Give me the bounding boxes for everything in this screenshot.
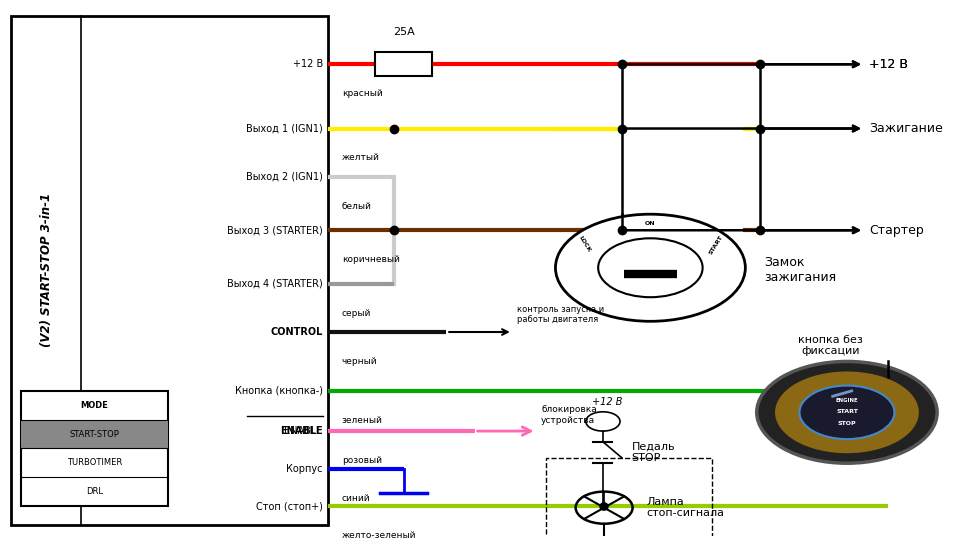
Text: желто-зеленый: желто-зеленый — [342, 531, 417, 540]
Text: MODE: MODE — [81, 401, 108, 410]
Circle shape — [776, 372, 918, 453]
Text: желтый: желтый — [342, 153, 380, 163]
Text: Замок
зажигания: Замок зажигания — [764, 256, 836, 285]
Text: +12 В: +12 В — [869, 58, 908, 71]
Text: розовый: розовый — [342, 456, 382, 465]
Text: +12 В: +12 В — [869, 58, 908, 71]
Text: коричневый: коричневый — [342, 255, 399, 264]
Text: серый: серый — [342, 309, 372, 318]
Text: синий: синий — [342, 494, 371, 503]
Text: (V2) START-STOP 3-in-1: (V2) START-STOP 3-in-1 — [39, 193, 53, 348]
Text: STOP: STOP — [838, 421, 856, 426]
Text: Стартер: Стартер — [869, 224, 924, 237]
Bar — [12, 16, 327, 525]
Text: +12 B: +12 B — [293, 59, 323, 69]
Text: TURBOTIMER: TURBOTIMER — [67, 458, 122, 468]
Circle shape — [756, 361, 937, 463]
Text: LOCK: LOCK — [577, 235, 591, 254]
Text: START-STOP: START-STOP — [69, 430, 119, 438]
Bar — [21, 391, 168, 506]
Text: CONTROL: CONTROL — [271, 327, 323, 337]
Text: Выход 2 (IGN1): Выход 2 (IGN1) — [246, 172, 323, 182]
Text: Выход 4 (STARTER): Выход 4 (STARTER) — [228, 279, 323, 289]
Text: кнопка без
фиксации: кнопка без фиксации — [799, 335, 863, 356]
Text: START: START — [708, 234, 725, 255]
Circle shape — [800, 386, 895, 439]
Text: 25A: 25A — [393, 27, 415, 37]
Text: ENABLE: ENABLE — [280, 426, 323, 436]
Text: белый: белый — [342, 201, 372, 211]
Text: Педаль
STOP: Педаль STOP — [632, 442, 675, 463]
Text: Стоп (стоп+): Стоп (стоп+) — [256, 501, 323, 511]
Bar — [375, 52, 432, 76]
Text: Выход 1 (IGN1): Выход 1 (IGN1) — [246, 124, 323, 133]
Text: ON: ON — [645, 221, 656, 226]
Text: +12 В: +12 В — [592, 396, 623, 407]
Text: Выход 3 (STARTER): Выход 3 (STARTER) — [228, 225, 323, 235]
Text: Зажигание: Зажигание — [869, 122, 943, 135]
Text: Корпус: Корпус — [286, 463, 323, 474]
Circle shape — [598, 238, 703, 297]
Bar — [21, 420, 168, 449]
Text: контроль запуска и
работы двигателя: контроль запуска и работы двигателя — [517, 305, 605, 324]
Text: Лампа
стоп-сигнала: Лампа стоп-сигнала — [647, 497, 725, 518]
Text: DRL: DRL — [86, 487, 103, 496]
Text: ENABLE: ENABLE — [284, 426, 323, 436]
Text: черный: черный — [342, 357, 377, 366]
Text: START: START — [836, 409, 858, 414]
Text: зеленый: зеленый — [342, 416, 383, 425]
Text: блокировка
устройства: блокировка устройства — [541, 405, 597, 424]
Circle shape — [556, 214, 745, 321]
Text: красный: красный — [342, 89, 383, 98]
Text: ENGINE: ENGINE — [835, 398, 858, 403]
Bar — [546, 458, 712, 540]
Text: Кнопка (кнопка-): Кнопка (кнопка-) — [235, 386, 323, 396]
